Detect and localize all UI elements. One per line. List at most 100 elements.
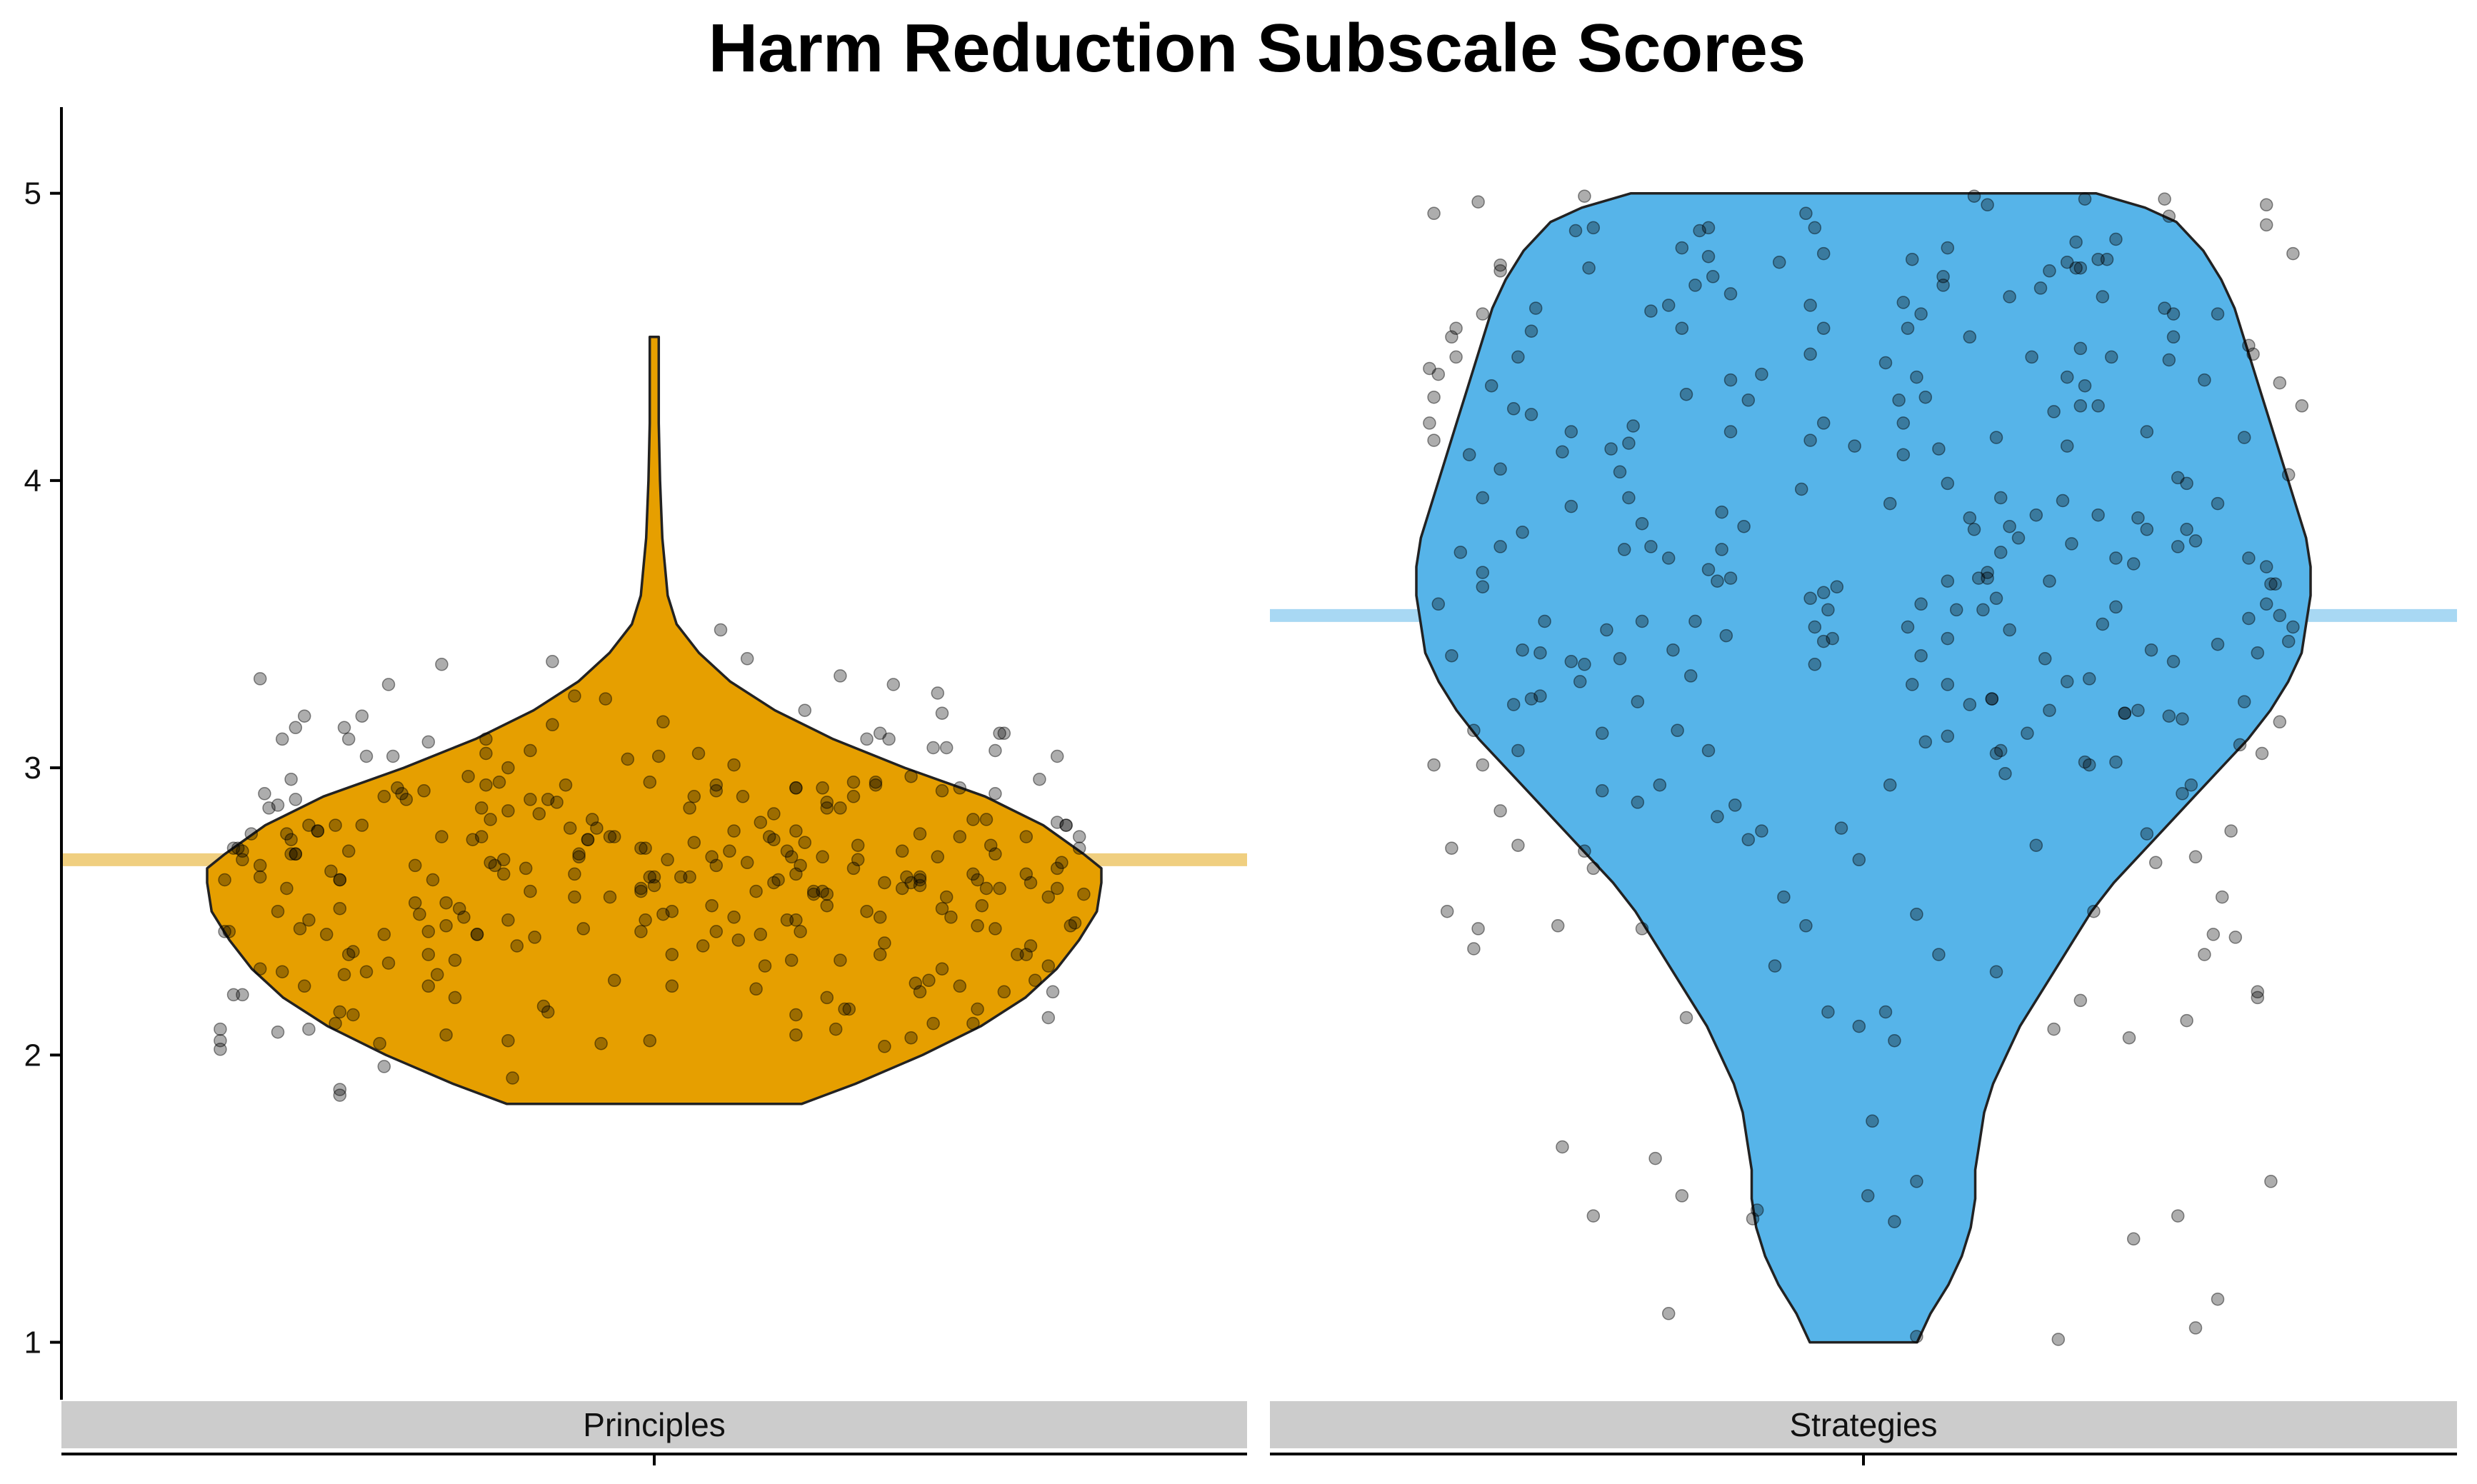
data-point [1613,652,1627,666]
data-point [2166,307,2181,321]
data-point [1493,540,1507,553]
data-point [271,798,285,812]
data-point [683,870,696,884]
data-point [740,856,754,870]
data-point [289,721,303,735]
data-point [2211,307,2225,321]
data-point [1568,224,1583,238]
data-point [1586,1209,1601,1223]
data-point [452,901,466,916]
data-point [2073,993,2088,1008]
data-point [834,801,847,815]
data-point [2122,1031,2136,1045]
data-point [297,709,311,723]
data-point [860,904,874,918]
data-point [1896,416,1911,430]
violin-strategies [1415,191,2312,1344]
data-point [355,818,369,832]
data-point [922,973,936,988]
data-point [1941,729,1955,743]
data-point [789,781,803,795]
data-point [762,830,776,843]
data-point [1816,634,1831,648]
data-point [2131,703,2145,717]
data-point [603,830,617,843]
data-point [1715,505,1728,519]
data-point [439,919,453,933]
data-point [1493,258,1507,272]
data-point [568,867,581,881]
data-point [1963,511,1977,525]
data-point [904,769,918,783]
data-point [2060,255,2074,269]
data-point [2118,706,2132,720]
data-point [2033,281,2048,295]
data-point [2162,353,2176,367]
data-point [2118,706,2132,720]
data-point [1019,830,1034,843]
data-point [293,922,307,936]
data-point [993,881,1006,896]
data-point [214,1022,227,1036]
data-point [244,827,259,841]
data-point [448,991,462,1005]
data-point [789,1028,803,1042]
data-point [953,979,967,993]
data-point [236,988,249,1002]
data-point [1808,658,1822,671]
data-point [767,833,781,846]
data-point [333,1005,347,1019]
data-point [395,787,409,801]
data-point [1693,224,1706,238]
data-point [1723,287,1738,301]
data-point [302,913,316,927]
data-point [222,925,236,938]
data-point [1803,433,1817,447]
data-point [709,858,724,873]
data-point [2259,560,2273,573]
data-point [1688,279,1702,292]
data-point [2087,904,2101,918]
data-point [2082,758,2096,772]
data-point [2069,235,2083,249]
data-point [1506,402,1521,416]
data-point [2140,425,2154,438]
data-point [723,844,736,858]
data-point [275,965,289,978]
data-point [391,781,404,795]
data-point [541,793,555,806]
data-point [271,904,285,918]
data-point [1533,646,1547,660]
data-point [421,948,436,961]
data-point [1511,350,1525,364]
data-point [2078,192,2092,206]
data-point [1019,867,1034,881]
data-point [1679,1011,1693,1025]
data-point [846,775,861,789]
data-point [1511,838,1525,852]
data-point [214,1033,227,1048]
data-point [1635,614,1649,628]
data-point [1998,766,2012,781]
strip-label-principles: Principles [583,1406,725,1443]
data-point [1892,393,1906,407]
data-point [647,870,661,884]
data-point [1941,631,1955,646]
data-point [842,1002,856,1016]
data-point [1533,689,1547,703]
data-point [2171,540,2185,553]
data-point [846,861,861,876]
data-point [878,1040,891,1053]
data-point [731,933,746,947]
data-point [1799,206,1813,221]
data-point [1941,241,1955,255]
data-point [2003,290,2016,304]
data-point [1901,620,1915,634]
data-point [1799,919,1813,933]
data-point [1741,833,1756,846]
data-point [1476,307,1490,321]
data-point [1848,439,1861,453]
data-point [2228,931,2243,944]
data-point [2162,209,2176,224]
data-point [333,901,347,916]
